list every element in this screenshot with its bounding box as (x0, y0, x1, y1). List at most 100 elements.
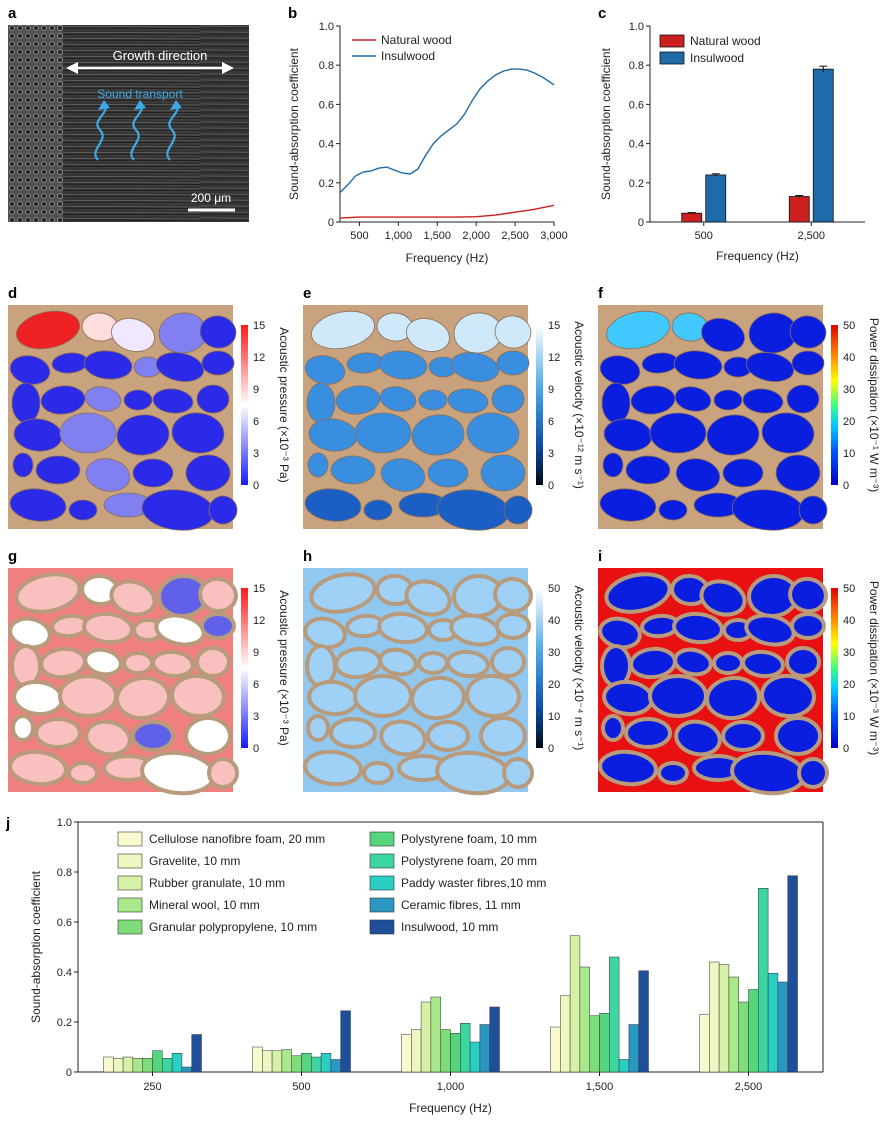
pore-9 (745, 352, 795, 382)
growth-arrow-right-head (222, 62, 234, 74)
panel-label-d: d (8, 285, 17, 302)
bar-7-3 (618, 1059, 630, 1073)
legend-label-0: Natural wood (690, 34, 761, 48)
bar-3-4 (728, 976, 739, 1073)
bar-2-2 (420, 1001, 432, 1073)
pore-14 (713, 389, 743, 411)
pore-4 (199, 315, 237, 349)
legend-label-5: Polystyrene foam, 10 mm (401, 832, 537, 846)
legend-label-7: Paddy waster fibres,10 mm (401, 876, 546, 890)
y-tick-label-0: 0 (638, 217, 644, 229)
legend-swatch-3 (117, 897, 143, 913)
pore-27 (67, 761, 99, 785)
pore-23 (674, 719, 722, 757)
y-tick-label-0: 0 (66, 1067, 72, 1079)
pore-23 (379, 719, 427, 757)
panel-label-i: i (598, 548, 602, 565)
colour-bar-title: Power dissipation (×10⁻³ W m⁻³) (867, 581, 881, 755)
pore-0 (606, 310, 670, 350)
pore-19 (115, 675, 171, 721)
pore-30 (503, 495, 533, 525)
pore-15 (446, 649, 490, 679)
pore-10 (495, 612, 531, 640)
bar-8-3 (628, 1024, 639, 1073)
legend-label-0: Cellulose nanofibre foam, 20 mm (149, 832, 325, 846)
legend-swatch-8 (369, 897, 395, 913)
y-tick-label-4: 0.8 (319, 60, 334, 72)
panel-j-grouped-bar-chart: j 0 0.2 0.4 0.6 0.8 1.0 Sound-absorption coeff… (5, 815, 824, 1115)
colour-bar-tick-5: 50 (843, 583, 855, 595)
x-axis-title: Frequency (Hz) (406, 251, 489, 265)
pore-25 (185, 454, 231, 492)
legend-swatch-6 (369, 853, 395, 869)
pore-26 (9, 488, 67, 522)
bar-2-3 (569, 935, 581, 1073)
legend-label-9: Insulwood, 10 mm (401, 920, 498, 934)
pore-11 (601, 382, 631, 424)
colour-bar (241, 325, 248, 485)
bar-2-0 (122, 1056, 134, 1073)
pore-7 (672, 611, 724, 645)
panel-label-c: c (598, 5, 606, 22)
pore-9 (154, 613, 206, 647)
scale-bar-label: 200 μm (191, 191, 231, 205)
colour-bar-tick-0: 0 (253, 480, 259, 492)
pore-19 (411, 414, 465, 456)
x-tick-label-5: 3,000 (540, 230, 568, 242)
x-tick-label-3: 2,000 (462, 230, 490, 242)
bar-6-2 (460, 1023, 471, 1073)
pore-7 (378, 350, 428, 380)
colour-bar-tick-0: 0 (843, 743, 849, 755)
bar-9-3 (638, 970, 649, 1073)
pore-4 (494, 315, 532, 349)
pore-21 (601, 714, 625, 742)
pore-18 (58, 674, 118, 718)
pore-15 (152, 388, 194, 414)
pore-21 (307, 452, 329, 478)
bar-1-2 (411, 1029, 422, 1073)
pore-0 (311, 310, 375, 350)
pore-22 (35, 455, 81, 485)
colour-bar-tick-4: 40 (843, 615, 855, 627)
pore-7 (82, 611, 134, 645)
growth-arrow-left-head (66, 62, 78, 74)
pore-11 (306, 382, 336, 424)
colour-bar-tick-1: 3 (253, 711, 259, 723)
bar-3-1 (281, 1049, 292, 1073)
pore-2 (701, 317, 745, 353)
pore-27 (68, 499, 98, 521)
panel-e: e 0 3 6 9 12 15 Acoustic velocity (×10⁻¹² m s⁻¹… (303, 285, 586, 531)
pore-25 (775, 454, 821, 492)
pore-10 (790, 612, 826, 640)
colour-bar-tick-2: 6 (548, 416, 554, 428)
pore-30 (797, 757, 829, 789)
colour-bar (241, 588, 248, 748)
panel-h: h 0 10 20 30 40 50 Acoustic velocity (×10⁻⁴ m s… (303, 548, 586, 796)
colour-bar-tick-3: 9 (253, 647, 259, 659)
colour-bar-title: Acoustic velocity (×10⁻⁴ m s⁻¹) (572, 586, 586, 751)
pore-25 (480, 454, 526, 492)
y-tick-label-2: 0.4 (57, 967, 72, 979)
pore-27 (657, 761, 689, 785)
panel-c-bar-chart: c 0 0.2 0.4 0.6 0.8 1.0 Sound-absorption coeff… (598, 5, 865, 263)
pore-23 (380, 458, 426, 492)
panel-f: f 0 10 20 30 40 50 Power dissipation (×10⁻¹ W m… (598, 285, 881, 531)
pore-30 (207, 757, 239, 789)
colour-bar-tick-3: 9 (548, 384, 554, 396)
y-tick-label-4: 0.8 (57, 867, 72, 879)
pore-0 (309, 572, 377, 614)
colour-bar-tick-4: 12 (253, 352, 265, 364)
y-tick-label-5: 1.0 (319, 21, 334, 33)
x-tick-label-1: 1,000 (385, 230, 413, 242)
pore-2 (406, 317, 450, 353)
legend-swatch-2 (117, 875, 143, 891)
growth-direction-label: Growth direction (113, 48, 208, 63)
y-tick-label-3: 0.6 (57, 917, 72, 929)
pore-15 (447, 388, 489, 414)
colour-bar-tick-0: 0 (548, 480, 554, 492)
pore-13 (378, 647, 418, 677)
bar-9-4 (787, 875, 798, 1073)
bar-2-1 (271, 1050, 283, 1073)
bar-5-4 (748, 989, 759, 1073)
